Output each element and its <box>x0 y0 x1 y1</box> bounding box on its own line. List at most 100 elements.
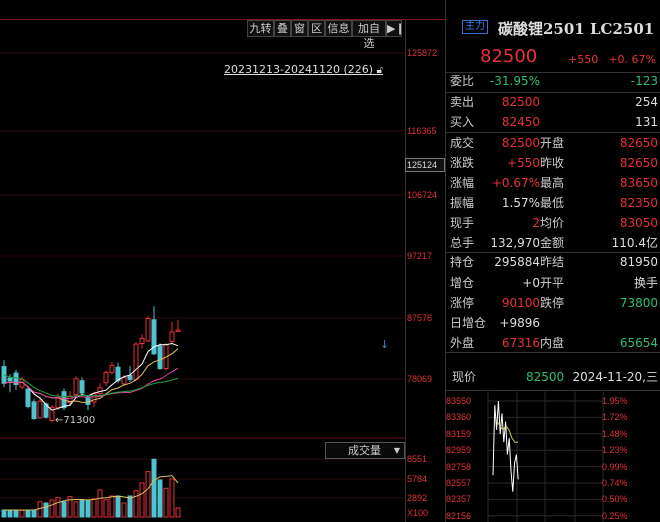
toolbar-button-0[interactable]: 九转 <box>247 20 274 37</box>
candle <box>55 396 61 409</box>
volume-bar <box>139 482 145 518</box>
low-price-value: 71300 <box>63 415 96 426</box>
toolbar-button-5[interactable]: 加自选 <box>352 20 386 50</box>
intraday-pct-label: 1.72% <box>602 412 628 423</box>
price-axis-label: 78069 <box>407 374 433 384</box>
field-label: 最低 <box>540 196 565 210</box>
toolbar-button-2[interactable]: 窗 <box>291 20 308 37</box>
field-value: +0.67% <box>491 176 540 190</box>
field-label: 昨收 <box>540 156 565 170</box>
field-value: 82350 <box>619 196 658 210</box>
quote-row: 涨停 90100 跌停 73800 <box>450 293 660 313</box>
field-value: 65654 <box>619 336 658 350</box>
intraday-pct-label: 0.74% <box>602 478 628 488</box>
candle <box>7 377 13 382</box>
volume-bar <box>121 502 127 518</box>
date-range-link[interactable]: 20231213-20241120 (226) 🔓︎ <box>224 63 383 76</box>
volume-bar <box>157 479 163 518</box>
volume-bar <box>97 489 103 518</box>
divider <box>445 352 660 353</box>
field-value: 254 <box>635 95 658 109</box>
quote-row: 日增仓 +9896 <box>450 313 660 333</box>
volume-bar <box>43 502 49 518</box>
field-label: 现手 <box>450 216 475 230</box>
main-contract-badge: 主力 <box>462 20 488 34</box>
price-axis-label: 106724 <box>407 190 438 200</box>
kline-chart[interactable] <box>0 0 405 522</box>
field-label: 振幅 <box>450 196 475 210</box>
quote-row: 涨幅 +0.67% 最高 83650 <box>450 173 660 193</box>
price-change-pct: +0. 67% <box>608 53 656 66</box>
price-axis-label: 97217 <box>407 251 433 261</box>
quote-row: 持仓 295884 昨结 81950 <box>450 252 660 272</box>
last-price: 82500 <box>480 46 538 67</box>
toolbar-button-4[interactable]: 信息 <box>325 20 352 37</box>
axis-divider <box>405 19 406 522</box>
chevron-down-icon: ▼ <box>393 446 400 455</box>
candle <box>109 364 115 373</box>
kline-panel[interactable] <box>0 0 405 522</box>
volume-bar <box>103 499 109 518</box>
field-value: 73800 <box>619 296 658 310</box>
toolbar-button-6[interactable]: ▶❙ <box>386 20 405 37</box>
quote-row: 增仓 +0 开平 换手 <box>450 273 660 293</box>
moving-average-line <box>4 475 179 511</box>
date-range-text: 20231213-20241120 (226) <box>224 63 374 76</box>
candle <box>79 380 85 394</box>
intraday-pct-label: 0.25% <box>602 510 628 521</box>
candle <box>157 345 163 370</box>
intraday-average-line <box>496 421 518 443</box>
quote-panel: 主力 碳酸锂2501 LC2501 82500 +550 +0. 67% 委比 -… <box>445 0 660 522</box>
volume-bar <box>151 458 157 518</box>
candle <box>133 343 139 380</box>
quote-row: 买入 82450 131 <box>450 112 660 132</box>
divider <box>445 132 660 133</box>
volume-bar <box>25 509 31 518</box>
volume-bar <box>91 498 97 518</box>
toolbar-button-3[interactable]: 区 <box>308 20 325 37</box>
intraday-pct-label: 0.50% <box>602 494 628 505</box>
volume-bar <box>85 499 91 518</box>
indicator-select-label: 成交量 <box>348 444 381 457</box>
contract-name: 碳酸锂2501 LC2501 <box>498 20 655 38</box>
volume-bar <box>55 497 61 518</box>
lock-icon[interactable]: 🔓︎ <box>376 65 384 76</box>
field-value: 67316 <box>501 336 540 350</box>
volume-bar <box>169 478 175 518</box>
field-label: 开平 <box>540 276 565 290</box>
toolbar-button-1[interactable]: 叠 <box>274 20 291 37</box>
divider <box>445 92 660 93</box>
volume-bar <box>19 509 25 518</box>
quote-row: 外盘 67316 内盘 65654 <box>450 333 660 353</box>
moving-average-line <box>3 367 179 400</box>
field-value: 295884 <box>494 255 540 269</box>
date-text: 2024-11-20,三 <box>572 370 658 384</box>
indicator-select[interactable]: 成交量 ▼ <box>325 442 405 459</box>
candle <box>13 372 19 386</box>
price-axis-label: 125124 <box>407 160 438 170</box>
field-label: 买入 <box>450 115 475 129</box>
candle <box>139 337 145 345</box>
quote-row: 成交 82500 开盘 82650 <box>450 133 660 153</box>
candle <box>85 396 91 405</box>
intraday-price-label: 82156 <box>446 510 472 521</box>
quote-row: 卖出 82500 254 <box>450 92 660 112</box>
divider <box>445 72 660 73</box>
intraday-chart[interactable] <box>445 390 660 522</box>
field-label: 均价 <box>540 216 565 230</box>
volume-bar <box>61 501 67 518</box>
field-value: 82500 <box>501 136 540 150</box>
field-label: 昨结 <box>540 255 565 269</box>
moving-average-line <box>3 374 179 398</box>
field-value: 83050 <box>619 216 658 230</box>
field-value: 110.4亿 <box>611 236 658 250</box>
intraday-price-label: 82758 <box>446 461 472 472</box>
volume-axis-label: 2892 <box>407 493 428 503</box>
candle <box>115 366 121 382</box>
field-value: 132,970 <box>490 236 540 250</box>
price-axis-label: 87576 <box>407 313 433 323</box>
field-value: 81950 <box>619 255 658 269</box>
now-price: 82500 <box>526 370 565 384</box>
field-value: +0 <box>522 276 540 290</box>
volume-axis-label: 5784 <box>407 474 428 484</box>
